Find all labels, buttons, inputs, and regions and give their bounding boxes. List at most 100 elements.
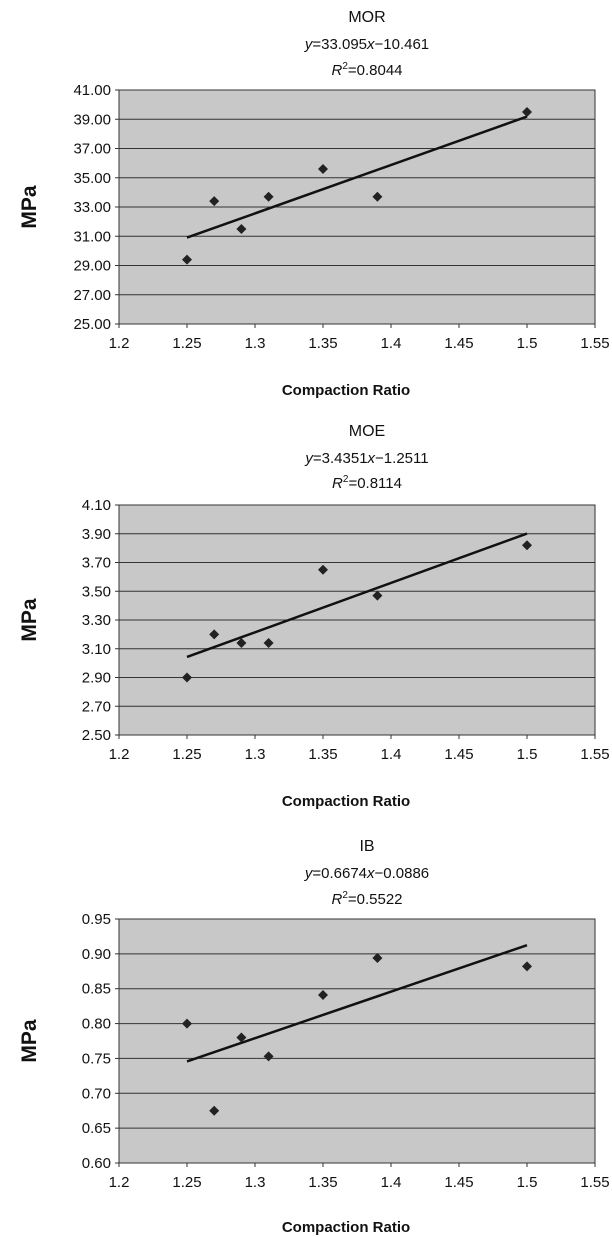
- y-tick-label: 0.70: [82, 1085, 111, 1102]
- chart-mor: MOR y=33.095x−10.461 R2=0.8044 25.00 27.0…: [18, 9, 610, 399]
- y-tick-label: 2.50: [82, 727, 111, 744]
- y-axis-label: MPa: [18, 185, 41, 229]
- y-tick-label: 0.90: [82, 946, 111, 963]
- chart-ib: IB y=0.6674x−0.0886 R2=0.5522 0.600.650.…: [18, 838, 610, 1236]
- chart-r-squared: R2=0.5522: [331, 890, 402, 908]
- y-tick-label: 27.00: [73, 287, 111, 304]
- y-tick-labels: 2.50 2.70 2.90 3.10 3.30 3.50 3.70 3.90 4.10: [82, 497, 119, 744]
- data-point: [372, 191, 383, 202]
- chart-title: MOR: [348, 9, 385, 26]
- x-tick-label: 1.45: [444, 1174, 473, 1191]
- trendline: [186, 943, 528, 1063]
- y-tick-label: 2.90: [82, 670, 111, 687]
- data-point: [236, 223, 247, 234]
- data-point: [372, 590, 383, 601]
- y-tick-label: 0.85: [82, 981, 111, 998]
- chart-moe: MOE y=3.4351x−1.2511 R2=0.8114 2.502.702…: [18, 423, 610, 810]
- data-point: [263, 1051, 274, 1062]
- y-tick-label: 31.00: [73, 228, 111, 245]
- x-axis-label: Compaction Ratio: [282, 1219, 410, 1236]
- data-point: [263, 638, 274, 648]
- y-tick-label: 35.00: [73, 170, 111, 187]
- x-axis-label: Compaction Ratio: [282, 793, 410, 810]
- trendline: [186, 115, 528, 239]
- chart-r-squared: R2=0.8044: [331, 61, 402, 79]
- y-tick-label: 3.10: [82, 641, 111, 658]
- plot-area: [118, 918, 596, 1164]
- data-point: [318, 163, 328, 174]
- data-point: [236, 638, 247, 648]
- data-series: [182, 943, 532, 1116]
- chart-equation: y=0.6674x−0.0886: [304, 865, 429, 882]
- chart-title: IB: [359, 838, 374, 855]
- y-tick-label: 0.65: [82, 1120, 111, 1137]
- x-tick-label: 1.25: [172, 746, 201, 763]
- data-point: [209, 1105, 220, 1116]
- x-tick-label: 1.2: [109, 746, 130, 763]
- y-tick-label: 0.75: [82, 1050, 111, 1067]
- chart-r-squared: R2=0.8114: [332, 474, 402, 492]
- data-point: [209, 196, 220, 207]
- gridlines: [119, 533, 595, 707]
- y-tick-label: 33.00: [73, 199, 111, 216]
- x-tick-label: 1.55: [580, 1174, 609, 1191]
- chart-equation: y=33.095x−10.461: [304, 36, 429, 53]
- chart-title: MOE: [349, 423, 385, 440]
- y-axis-label: MPa: [18, 598, 41, 642]
- y-tick-label: 2.70: [82, 698, 111, 715]
- x-tick-label: 1.25: [172, 335, 201, 352]
- x-tick-label: 1.25: [172, 1174, 201, 1191]
- y-tick-label: 37.00: [73, 141, 111, 158]
- data-point: [522, 540, 532, 551]
- data-point: [522, 106, 532, 117]
- x-axis-label: Compaction Ratio: [282, 382, 410, 399]
- y-tick-label: 3.70: [82, 555, 111, 572]
- data-point: [236, 1032, 247, 1043]
- y-tick-label: 3.30: [82, 612, 111, 629]
- x-tick-label: 1.3: [245, 1174, 266, 1191]
- x-tick-label: 1.2: [109, 335, 130, 352]
- data-point: [182, 1018, 192, 1029]
- x-tick-labels: 1.2 1.25 1.3 1.35 1.4 1.45 1.5 1.55: [109, 735, 610, 763]
- y-tick-label: 29.00: [73, 258, 111, 275]
- data-series: [182, 532, 532, 683]
- data-point: [209, 629, 220, 640]
- x-tick-label: 1.35: [308, 335, 337, 352]
- y-tick-label: 4.10: [82, 497, 111, 514]
- x-tick-label: 1.45: [444, 335, 473, 352]
- chart-equation: y=3.4351x−1.2511: [304, 450, 428, 467]
- y-tick-label: 39.00: [73, 111, 111, 128]
- y-tick-label: 41.00: [73, 82, 111, 99]
- data-point: [372, 953, 383, 964]
- data-point: [318, 564, 328, 575]
- x-tick-label: 1.4: [381, 1174, 402, 1191]
- y-tick-label: 0.80: [82, 1016, 111, 1033]
- x-tick-label: 1.55: [580, 335, 609, 352]
- y-tick-labels: 0.60 0.65 0.70 0.75 0.80 0.85 0.90 0.95: [82, 911, 119, 1172]
- x-tick-label: 1.35: [308, 746, 337, 763]
- data-series: [182, 106, 532, 265]
- x-tick-label: 1.5: [517, 746, 538, 763]
- x-tick-label: 1.3: [245, 746, 266, 763]
- x-tick-label: 1.5: [517, 1174, 538, 1191]
- trendline: [186, 532, 528, 659]
- data-point: [182, 672, 192, 683]
- y-axis-label: MPa: [18, 1019, 41, 1063]
- data-point: [522, 961, 532, 972]
- data-point: [182, 254, 192, 265]
- y-tick-label: 3.50: [82, 583, 111, 600]
- x-tick-labels: 1.2 1.25 1.3 1.35 1.4 1.45 1.5 1.55: [109, 324, 610, 352]
- x-tick-label: 1.35: [308, 1174, 337, 1191]
- y-tick-label: 3.90: [82, 526, 111, 543]
- y-tick-label: 0.95: [82, 911, 111, 928]
- y-tick-label: 0.60: [82, 1155, 111, 1172]
- x-tick-label: 1.3: [245, 335, 266, 352]
- x-tick-label: 1.4: [381, 335, 402, 352]
- x-tick-labels: 1.2 1.25 1.3 1.35 1.4 1.45 1.5 1.55: [109, 1163, 610, 1191]
- y-tick-label: 25.00: [73, 316, 111, 333]
- x-tick-label: 1.55: [580, 746, 609, 763]
- x-tick-label: 1.5: [517, 335, 538, 352]
- x-tick-label: 1.2: [109, 1174, 130, 1191]
